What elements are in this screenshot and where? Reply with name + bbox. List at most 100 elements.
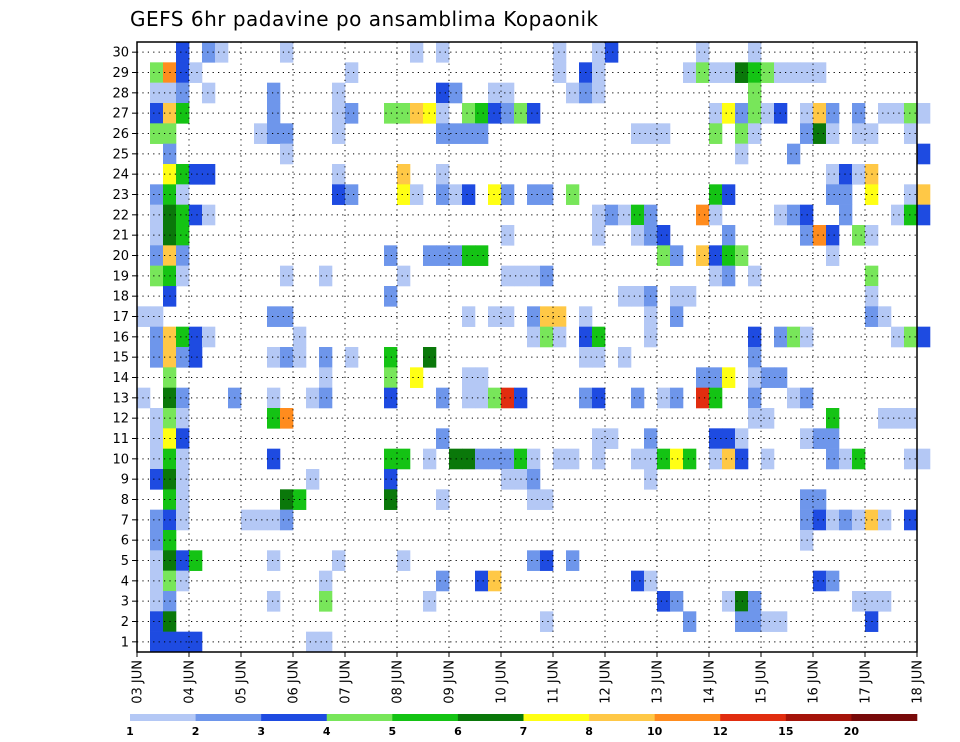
heatmap-cell bbox=[462, 103, 476, 124]
colorbar-segment bbox=[523, 714, 590, 721]
heatmap-cell bbox=[384, 387, 398, 409]
heatmap-cell bbox=[319, 631, 333, 653]
colorbar-label: 10 bbox=[647, 725, 663, 738]
heatmap-cell bbox=[202, 204, 216, 226]
heatmap-cell bbox=[527, 306, 541, 327]
heatmap-cell bbox=[345, 347, 359, 368]
heatmap-cell bbox=[254, 123, 268, 144]
colorbar-segment bbox=[785, 714, 852, 721]
heatmap-cell bbox=[332, 103, 346, 124]
heatmap-cell bbox=[527, 448, 541, 470]
heatmap-cell bbox=[462, 387, 476, 409]
heatmap-cell bbox=[280, 489, 294, 510]
heatmap-cell bbox=[787, 204, 801, 226]
heatmap-cell bbox=[150, 428, 164, 449]
colorbar-label: 6 bbox=[454, 725, 462, 738]
heatmap-cell bbox=[527, 550, 541, 571]
heatmap-cell bbox=[176, 326, 190, 348]
y-tick-label: 25 bbox=[112, 147, 129, 162]
heatmap-cell bbox=[618, 286, 632, 307]
x-tick-label: 05 JUN bbox=[235, 660, 250, 704]
heatmap-cell bbox=[267, 347, 281, 368]
heatmap-cell bbox=[501, 265, 515, 287]
heatmap-cell bbox=[150, 306, 164, 327]
x-tick-label: 15 JUN bbox=[755, 660, 770, 704]
heatmap-cell bbox=[397, 164, 411, 185]
heatmap-cell bbox=[540, 326, 554, 348]
heatmap-cell bbox=[150, 82, 164, 104]
heatmap-cell bbox=[319, 591, 333, 612]
heatmap-cell bbox=[189, 326, 203, 348]
heatmap-cell bbox=[397, 550, 411, 571]
heatmap-cell bbox=[566, 82, 580, 104]
heatmap-cell bbox=[917, 103, 931, 124]
heatmap-cell bbox=[462, 123, 476, 144]
colorbar-label: 2 bbox=[192, 725, 200, 738]
heatmap-cell bbox=[176, 62, 190, 83]
heatmap-cell bbox=[618, 347, 632, 368]
y-tick-label: 1 bbox=[121, 635, 129, 650]
heatmap-cell bbox=[748, 62, 762, 83]
heatmap-cell bbox=[150, 570, 164, 592]
heatmap-cell bbox=[748, 347, 762, 368]
heatmap-cell bbox=[683, 448, 697, 470]
heatmap-cell bbox=[306, 387, 320, 409]
heatmap-cell bbox=[722, 225, 736, 246]
heatmap-cell bbox=[670, 387, 684, 409]
colorbar-segment bbox=[261, 714, 328, 721]
heatmap-cell bbox=[735, 103, 749, 124]
heatmap-cell bbox=[852, 123, 866, 144]
plot-frame bbox=[136, 41, 918, 653]
heatmap-cell bbox=[176, 408, 190, 429]
heatmap-cell bbox=[410, 103, 424, 124]
y-tick-label: 24 bbox=[112, 168, 129, 183]
heatmap-cell bbox=[462, 184, 476, 205]
heatmap-cell bbox=[631, 204, 645, 226]
heatmap-cell bbox=[826, 428, 840, 449]
heatmap-cell bbox=[813, 570, 827, 592]
heatmap-cell bbox=[436, 245, 450, 266]
heatmap-cell bbox=[306, 631, 320, 653]
x-tick-label: 13 JUN bbox=[651, 660, 666, 704]
heatmap-cell bbox=[592, 82, 606, 104]
heatmap-cell bbox=[553, 62, 567, 83]
heatmap-cell bbox=[904, 326, 918, 348]
heatmap-cell bbox=[631, 570, 645, 592]
heatmap-cell bbox=[215, 42, 229, 63]
y-tick-label: 14 bbox=[112, 371, 129, 386]
heatmap-cell bbox=[475, 245, 489, 266]
heatmap-cell bbox=[150, 631, 164, 653]
heatmap-cell bbox=[826, 245, 840, 266]
heatmap-cell bbox=[410, 367, 424, 388]
heatmap-cell bbox=[852, 509, 866, 531]
y-tick-label: 11 bbox=[112, 432, 129, 447]
y-tick-label: 18 bbox=[112, 290, 129, 305]
heatmap-cell bbox=[826, 448, 840, 470]
heatmap-cell bbox=[488, 184, 502, 205]
heatmap-cell bbox=[475, 387, 489, 409]
heatmap-cell bbox=[501, 387, 515, 409]
heatmap-cell bbox=[150, 184, 164, 205]
heatmap-cell bbox=[267, 123, 281, 144]
colorbar-segment bbox=[326, 714, 393, 721]
heatmap-cell bbox=[631, 286, 645, 307]
heatmap-cell bbox=[267, 448, 281, 470]
heatmap-cell bbox=[176, 509, 190, 531]
heatmap-cell bbox=[787, 62, 801, 83]
heatmap-cell bbox=[826, 509, 840, 531]
heatmap-cell bbox=[722, 428, 736, 449]
heatmap-cell bbox=[826, 184, 840, 205]
y-tick-label: 26 bbox=[112, 127, 129, 142]
heatmap-cell bbox=[475, 367, 489, 388]
heatmap-cell bbox=[501, 82, 515, 104]
x-tick-label: 06 JUN bbox=[287, 660, 302, 704]
colorbar: 1 2 3 4 5 6 7 8 10 12 15 20 bbox=[126, 714, 918, 738]
heatmap-cell bbox=[267, 82, 281, 104]
heatmap-cell bbox=[202, 42, 216, 63]
heatmap-cell bbox=[176, 448, 190, 470]
heatmap-cell bbox=[436, 103, 450, 124]
heatmap-cell bbox=[280, 265, 294, 287]
heatmap-cell bbox=[176, 245, 190, 266]
x-tick-label: 07 JUN bbox=[339, 660, 354, 704]
chart-title: GEFS 6hr padavine po ansamblima Kopaonik bbox=[130, 7, 599, 31]
